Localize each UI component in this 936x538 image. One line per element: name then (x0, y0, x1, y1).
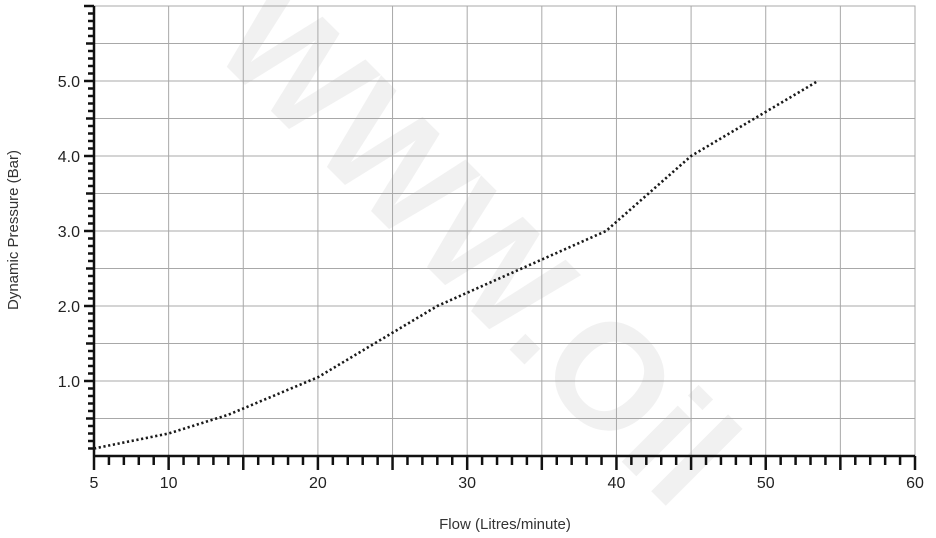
y-tick-label: 3.0 (58, 224, 80, 241)
x-tick-label: 10 (160, 475, 178, 492)
y-tick-label: 2.0 (58, 299, 80, 316)
x-tick-label: 20 (309, 475, 327, 492)
x-tick-label: 30 (458, 475, 476, 492)
y-tick-label: 1.0 (58, 374, 80, 391)
y-tick-label: 4.0 (58, 149, 80, 166)
series-layer (93, 79, 819, 450)
grid (93, 5, 916, 457)
y-axis-label: Dynamic Pressure (Bar) (5, 150, 22, 310)
y-tick-label: 5.0 (58, 74, 80, 91)
x-tick-label: 40 (608, 475, 626, 492)
x-axis-label: Flow (Litres/minute) (439, 516, 571, 533)
x-tick-label: 50 (757, 475, 775, 492)
tick-labels: 5 10 20 30 40 50 60 1.0 2.0 3.0 4.0 5.0 (58, 74, 924, 492)
pressure-flow-line (93, 79, 819, 450)
x-tick-label: 60 (906, 475, 924, 492)
x-tick-label: 5 (90, 475, 99, 492)
axes (84, 4, 917, 470)
